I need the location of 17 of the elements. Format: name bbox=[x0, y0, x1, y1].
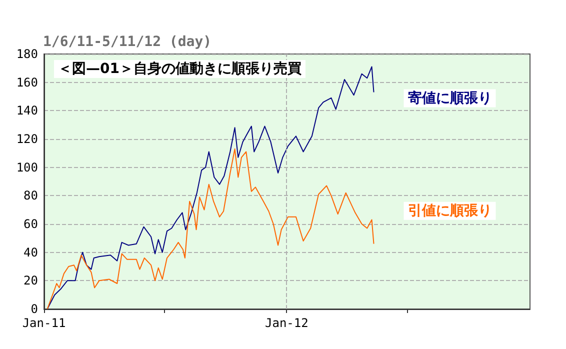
y-tick-label: 80 bbox=[24, 188, 38, 203]
x-tick-label: Jan-12 bbox=[264, 316, 308, 330]
text: 寄値に順張り bbox=[408, 89, 492, 106]
x-tick-label: Jan-11 bbox=[22, 316, 66, 330]
y-tick-label: 120 bbox=[16, 132, 38, 146]
y-tick-label: 20 bbox=[24, 274, 38, 288]
y-tick-label: 160 bbox=[16, 75, 38, 90]
text: 引値に順張り bbox=[408, 202, 492, 219]
y-tick-label: 0 bbox=[30, 302, 38, 316]
y-tick-label: 60 bbox=[24, 217, 38, 231]
y-tick-label: 100 bbox=[16, 160, 38, 174]
chart-title: 1/6/11-5/11/12 (day) bbox=[43, 34, 212, 50]
y-tick-label: 140 bbox=[16, 104, 38, 118]
line-series bbox=[46, 148, 374, 310]
annotation: ＜図—01＞自身の値動きに順張り売買 bbox=[58, 61, 302, 77]
y-tick-label: 180 bbox=[16, 47, 38, 61]
y-tick-label: 40 bbox=[24, 245, 38, 260]
